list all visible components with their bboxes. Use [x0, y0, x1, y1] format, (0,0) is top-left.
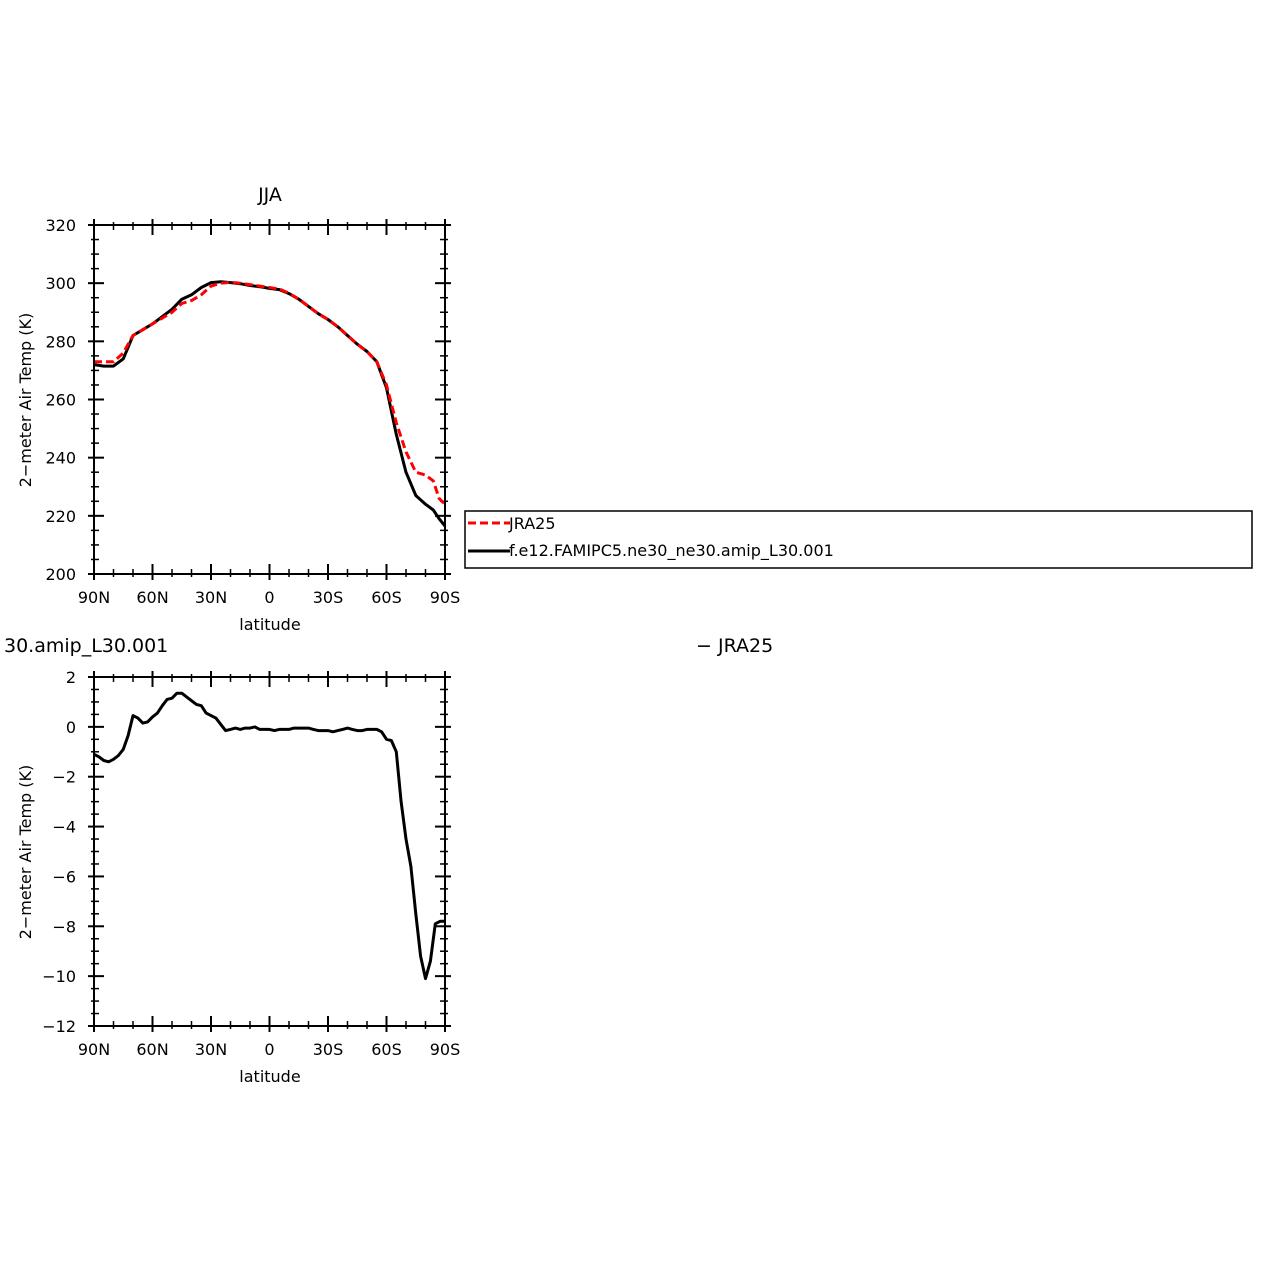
top-chart-title: JJA — [257, 184, 282, 206]
top-x-tick-label: 90N — [78, 588, 110, 607]
top-x-tick-label: 30N — [195, 588, 227, 607]
top-x-tick-label: 30S — [313, 588, 344, 607]
bottom-chart-ylabel: 2−meter Air Temp (K) — [16, 765, 35, 940]
top-x-tick-label: 90S — [430, 588, 461, 607]
bottom-y-tick-label: −2 — [52, 768, 76, 787]
top-chart-series — [93, 280, 447, 527]
legend-label-model: f.e12.FAMIPC5.ne30_ne30.amip_L30.001 — [509, 541, 834, 561]
bottom-x-tick-label: 30S — [313, 1040, 344, 1059]
bottom-chart-frame — [93, 676, 446, 1027]
bottom-chart-series — [93, 691, 445, 981]
top-x-tick-label: 60N — [136, 588, 168, 607]
top-y-tick-label: 320 — [45, 216, 76, 235]
top-y-tick-label: 280 — [45, 332, 76, 351]
legend: JRA25 f.e12.FAMIPC5.ne30_ne30.amip_L30.0… — [464, 510, 1253, 569]
top-chart-xlabel: latitude — [239, 615, 300, 634]
bottom-chart-title: 30.amip_L30.001 — [4, 635, 168, 657]
bottom-x-tick-label: 0 — [264, 1040, 274, 1059]
bottom-x-tick-label: 60N — [136, 1040, 168, 1059]
top-chart-panel: JJA 90N 60N 30N 0 30S 60S 90S 200 220 240 260 280 30… — [16, 184, 460, 634]
top-series-line-jra25 — [94, 280, 447, 506]
bottom-x-tick-label: 60S — [371, 1040, 402, 1059]
top-x-tick-label: 60S — [371, 588, 402, 607]
bottom-x-tick-label: 30N — [195, 1040, 227, 1059]
bottom-y-tick-label: −6 — [52, 867, 76, 886]
top-y-tick-label: 240 — [45, 449, 76, 468]
bottom-y-tick-label: −10 — [42, 967, 76, 986]
bottom-y-tick-label: 2 — [66, 668, 76, 687]
bottom-y-tick-label: −12 — [42, 1017, 76, 1036]
bottom-y-tick-label: 0 — [66, 718, 76, 737]
bottom-y-tick-label: −4 — [52, 818, 76, 837]
bottom-chart-xlabel: latitude — [239, 1067, 300, 1086]
bottom-chart-title-right: − JRA25 — [696, 635, 773, 657]
top-y-tick-label: 300 — [45, 274, 76, 293]
bottom-series-line-difference — [93, 691, 445, 981]
top-x-tick-label: 0 — [264, 588, 274, 607]
top-chart-ylabel: 2−meter Air Temp (K) — [16, 313, 35, 488]
bottom-chart-panel: 30.amip_L30.001 − JRA25 90N 60N 30N 0 30S 60S… — [4, 635, 773, 1086]
top-y-tick-label: 260 — [45, 391, 76, 410]
legend-box — [464, 510, 1253, 569]
bottom-x-tick-label: 90N — [78, 1040, 110, 1059]
bottom-y-tick-label: −8 — [52, 917, 76, 936]
top-y-tick-label: 220 — [45, 507, 76, 526]
top-chart-frame — [93, 224, 446, 575]
top-y-tick-label: 200 — [45, 565, 76, 584]
bottom-x-tick-label: 90S — [430, 1040, 461, 1059]
legend-label-jra25: JRA25 — [508, 514, 556, 533]
